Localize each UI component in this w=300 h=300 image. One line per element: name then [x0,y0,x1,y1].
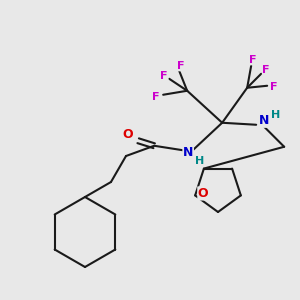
Text: H: H [194,156,204,166]
Text: F: F [160,71,168,81]
Text: O: O [123,128,134,141]
Text: F: F [177,61,185,71]
Text: F: F [249,55,257,65]
Text: F: F [262,65,270,75]
Text: F: F [152,92,160,102]
Text: N: N [183,146,194,159]
Text: F: F [270,82,278,92]
Text: O: O [198,187,208,200]
Text: H: H [271,110,280,120]
Text: N: N [259,114,269,127]
